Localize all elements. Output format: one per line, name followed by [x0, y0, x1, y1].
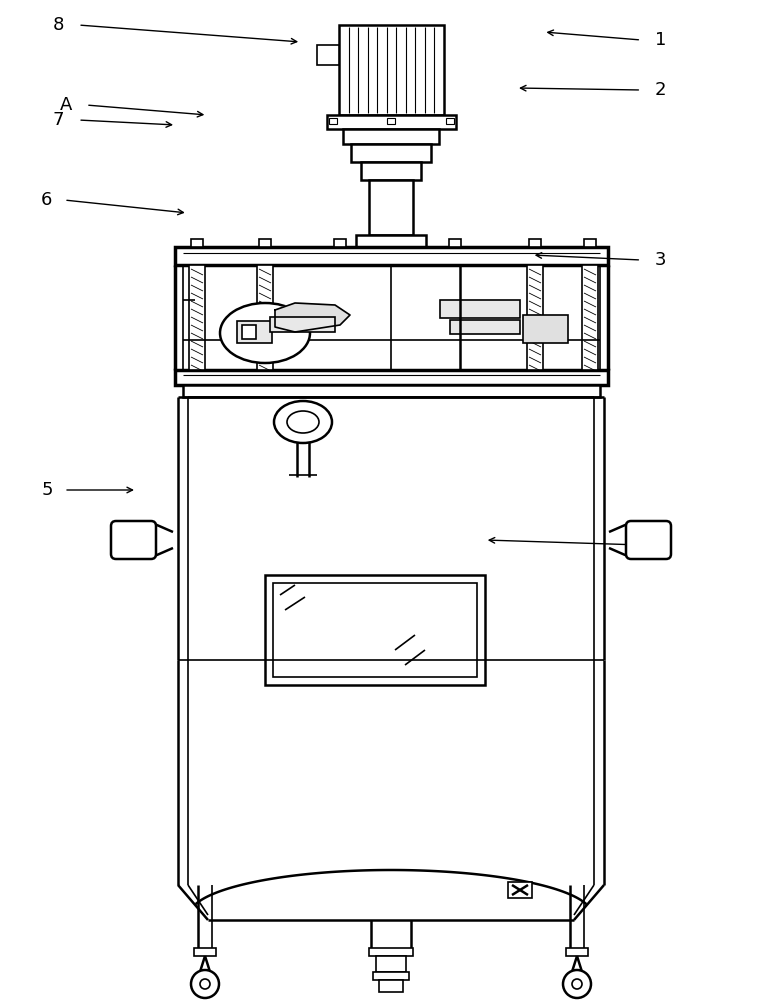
- Bar: [189, 265, 205, 370]
- Bar: [369, 948, 413, 956]
- Bar: [257, 265, 273, 370]
- FancyBboxPatch shape: [111, 521, 156, 559]
- Bar: [508, 882, 532, 898]
- Bar: [175, 247, 608, 265]
- Text: 6: 6: [41, 191, 52, 209]
- Bar: [334, 239, 346, 247]
- Circle shape: [200, 979, 210, 989]
- Bar: [376, 956, 406, 972]
- Bar: [270, 317, 335, 332]
- FancyBboxPatch shape: [626, 521, 671, 559]
- Bar: [450, 320, 520, 334]
- Bar: [356, 235, 426, 247]
- Text: 1: 1: [655, 31, 666, 49]
- Circle shape: [563, 970, 591, 998]
- Circle shape: [572, 979, 582, 989]
- Bar: [351, 144, 431, 162]
- Bar: [440, 300, 520, 318]
- Text: 2: 2: [655, 81, 666, 99]
- Text: A: A: [60, 96, 73, 114]
- Bar: [317, 45, 339, 65]
- Bar: [242, 325, 256, 339]
- Ellipse shape: [220, 303, 310, 363]
- Circle shape: [191, 970, 219, 998]
- Bar: [259, 239, 271, 247]
- Bar: [361, 162, 421, 180]
- Bar: [523, 315, 568, 343]
- Bar: [527, 265, 543, 370]
- Bar: [373, 972, 409, 980]
- Bar: [584, 239, 596, 247]
- Bar: [194, 948, 216, 956]
- Bar: [339, 25, 444, 115]
- Bar: [529, 239, 541, 247]
- Bar: [449, 239, 461, 247]
- Bar: [379, 980, 403, 992]
- Bar: [327, 115, 456, 129]
- Bar: [175, 370, 608, 385]
- Bar: [566, 948, 588, 956]
- Bar: [446, 118, 454, 124]
- Ellipse shape: [287, 411, 319, 433]
- Ellipse shape: [274, 401, 332, 443]
- Bar: [369, 180, 413, 235]
- Bar: [191, 239, 203, 247]
- Bar: [343, 129, 439, 144]
- Bar: [265, 575, 485, 685]
- Bar: [183, 385, 600, 397]
- Text: 7: 7: [53, 111, 64, 129]
- Text: 5: 5: [41, 481, 52, 499]
- Bar: [387, 118, 395, 124]
- Text: 3: 3: [655, 251, 666, 269]
- Bar: [329, 118, 337, 124]
- Text: 4: 4: [655, 536, 666, 554]
- Polygon shape: [275, 303, 350, 332]
- Text: 8: 8: [53, 16, 64, 34]
- Bar: [582, 265, 598, 370]
- Bar: [273, 583, 477, 677]
- Bar: [237, 321, 272, 343]
